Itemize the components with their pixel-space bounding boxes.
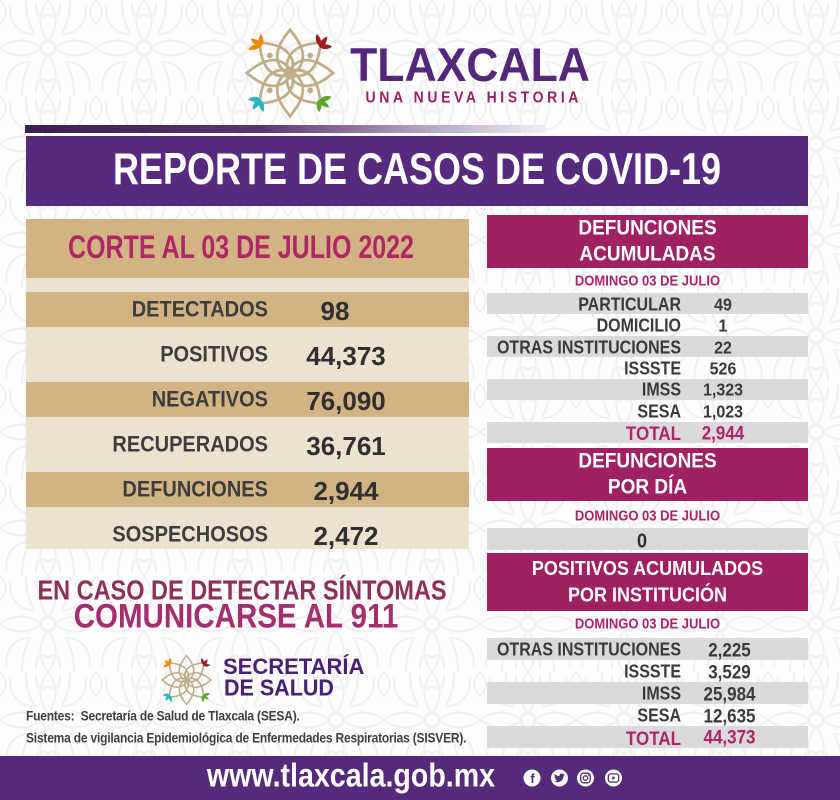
svg-text:f: f [530, 771, 535, 786]
